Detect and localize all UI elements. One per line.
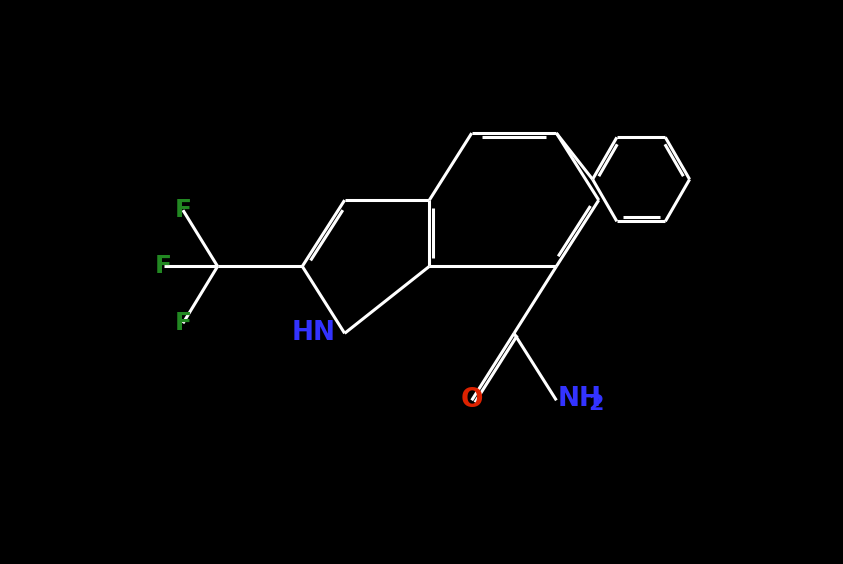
Text: F: F [175,311,191,336]
Text: 2: 2 [588,394,604,414]
Text: HN: HN [292,320,336,346]
Text: F: F [175,198,191,222]
Text: NH: NH [558,386,602,412]
Text: F: F [155,254,172,279]
Text: O: O [460,387,483,413]
